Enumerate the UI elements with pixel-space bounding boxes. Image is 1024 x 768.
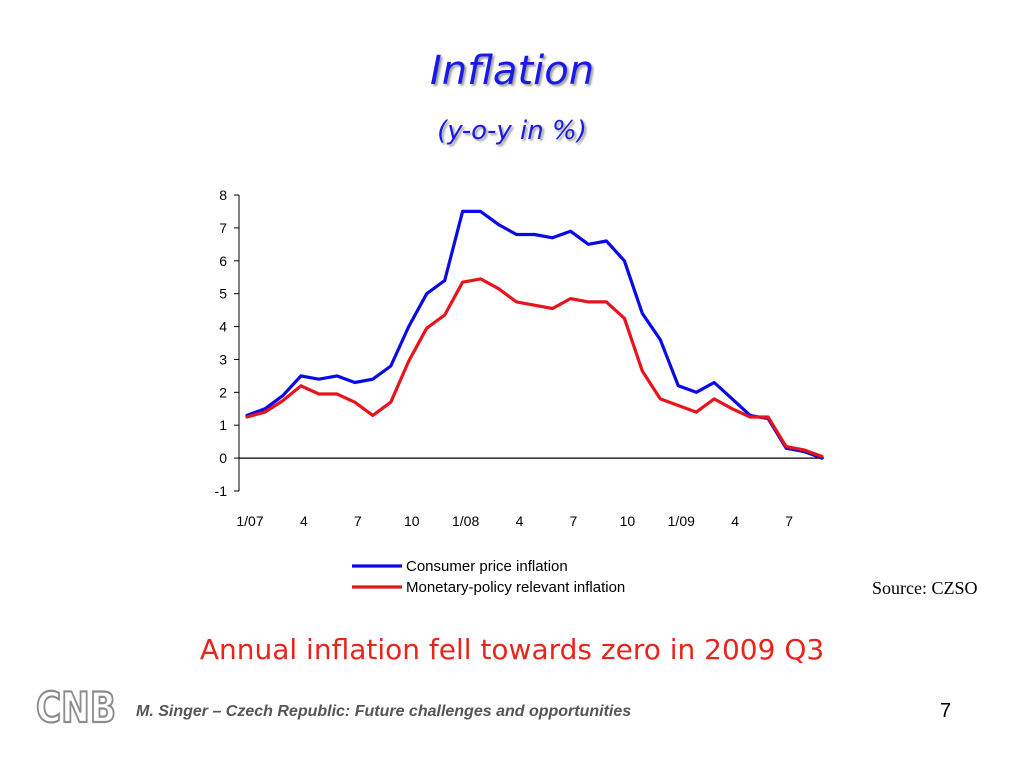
y-tick-label: 0 xyxy=(219,450,227,466)
x-tick-label: 10 xyxy=(404,513,420,529)
cpi-series-line xyxy=(245,209,824,460)
y-tick-label: 1 xyxy=(219,417,227,433)
y-tick-label: 2 xyxy=(219,384,227,400)
x-tick-label: 4 xyxy=(300,513,308,529)
y-tick-label: 7 xyxy=(219,220,227,236)
page-number: 7 xyxy=(940,700,952,722)
slide-subtitle: (y-o-y in %) xyxy=(437,116,587,146)
inflation-line-chart: -1 0 1 2 3 4 5 6 7 8 1/07 4 7 10 1/08 4 7 10 1/09 4 7 Consume… xyxy=(215,187,824,596)
x-tick-label: 4 xyxy=(516,513,524,529)
y-tick-label: 6 xyxy=(219,253,227,269)
y-tick-label: -1 xyxy=(215,483,228,499)
x-tick-label: 10 xyxy=(620,513,636,529)
y-tick-label: 5 xyxy=(219,286,227,302)
x-tick-label: 1/09 xyxy=(668,513,695,529)
svg-text:CNB: CNB xyxy=(36,686,116,726)
x-tick-label: 7 xyxy=(785,513,793,529)
legend-label-mpri: Monetary-policy relevant inflation xyxy=(406,579,625,596)
x-tick-label: 7 xyxy=(570,513,578,529)
source-note: Source: CZSO xyxy=(872,578,978,598)
y-tick-label: 3 xyxy=(219,351,227,367)
slide-headline: Annual inflation fell towards zero in 20… xyxy=(199,633,825,666)
footer-text: M. Singer – Czech Republic: Future chall… xyxy=(136,703,632,720)
y-tick-label: 8 xyxy=(219,187,227,203)
y-tick-label: 4 xyxy=(219,319,227,335)
x-tick-label: 4 xyxy=(731,513,739,529)
x-tick-label: 7 xyxy=(354,513,362,529)
x-tick-label: 1/07 xyxy=(236,513,263,529)
mpri-series-line xyxy=(245,277,824,459)
slide-title: Inflation xyxy=(429,48,595,94)
cnb-logo: CNB xyxy=(36,686,117,726)
x-tick-label: 1/08 xyxy=(452,513,479,529)
legend-label-cpi: Consumer price inflation xyxy=(406,558,568,575)
